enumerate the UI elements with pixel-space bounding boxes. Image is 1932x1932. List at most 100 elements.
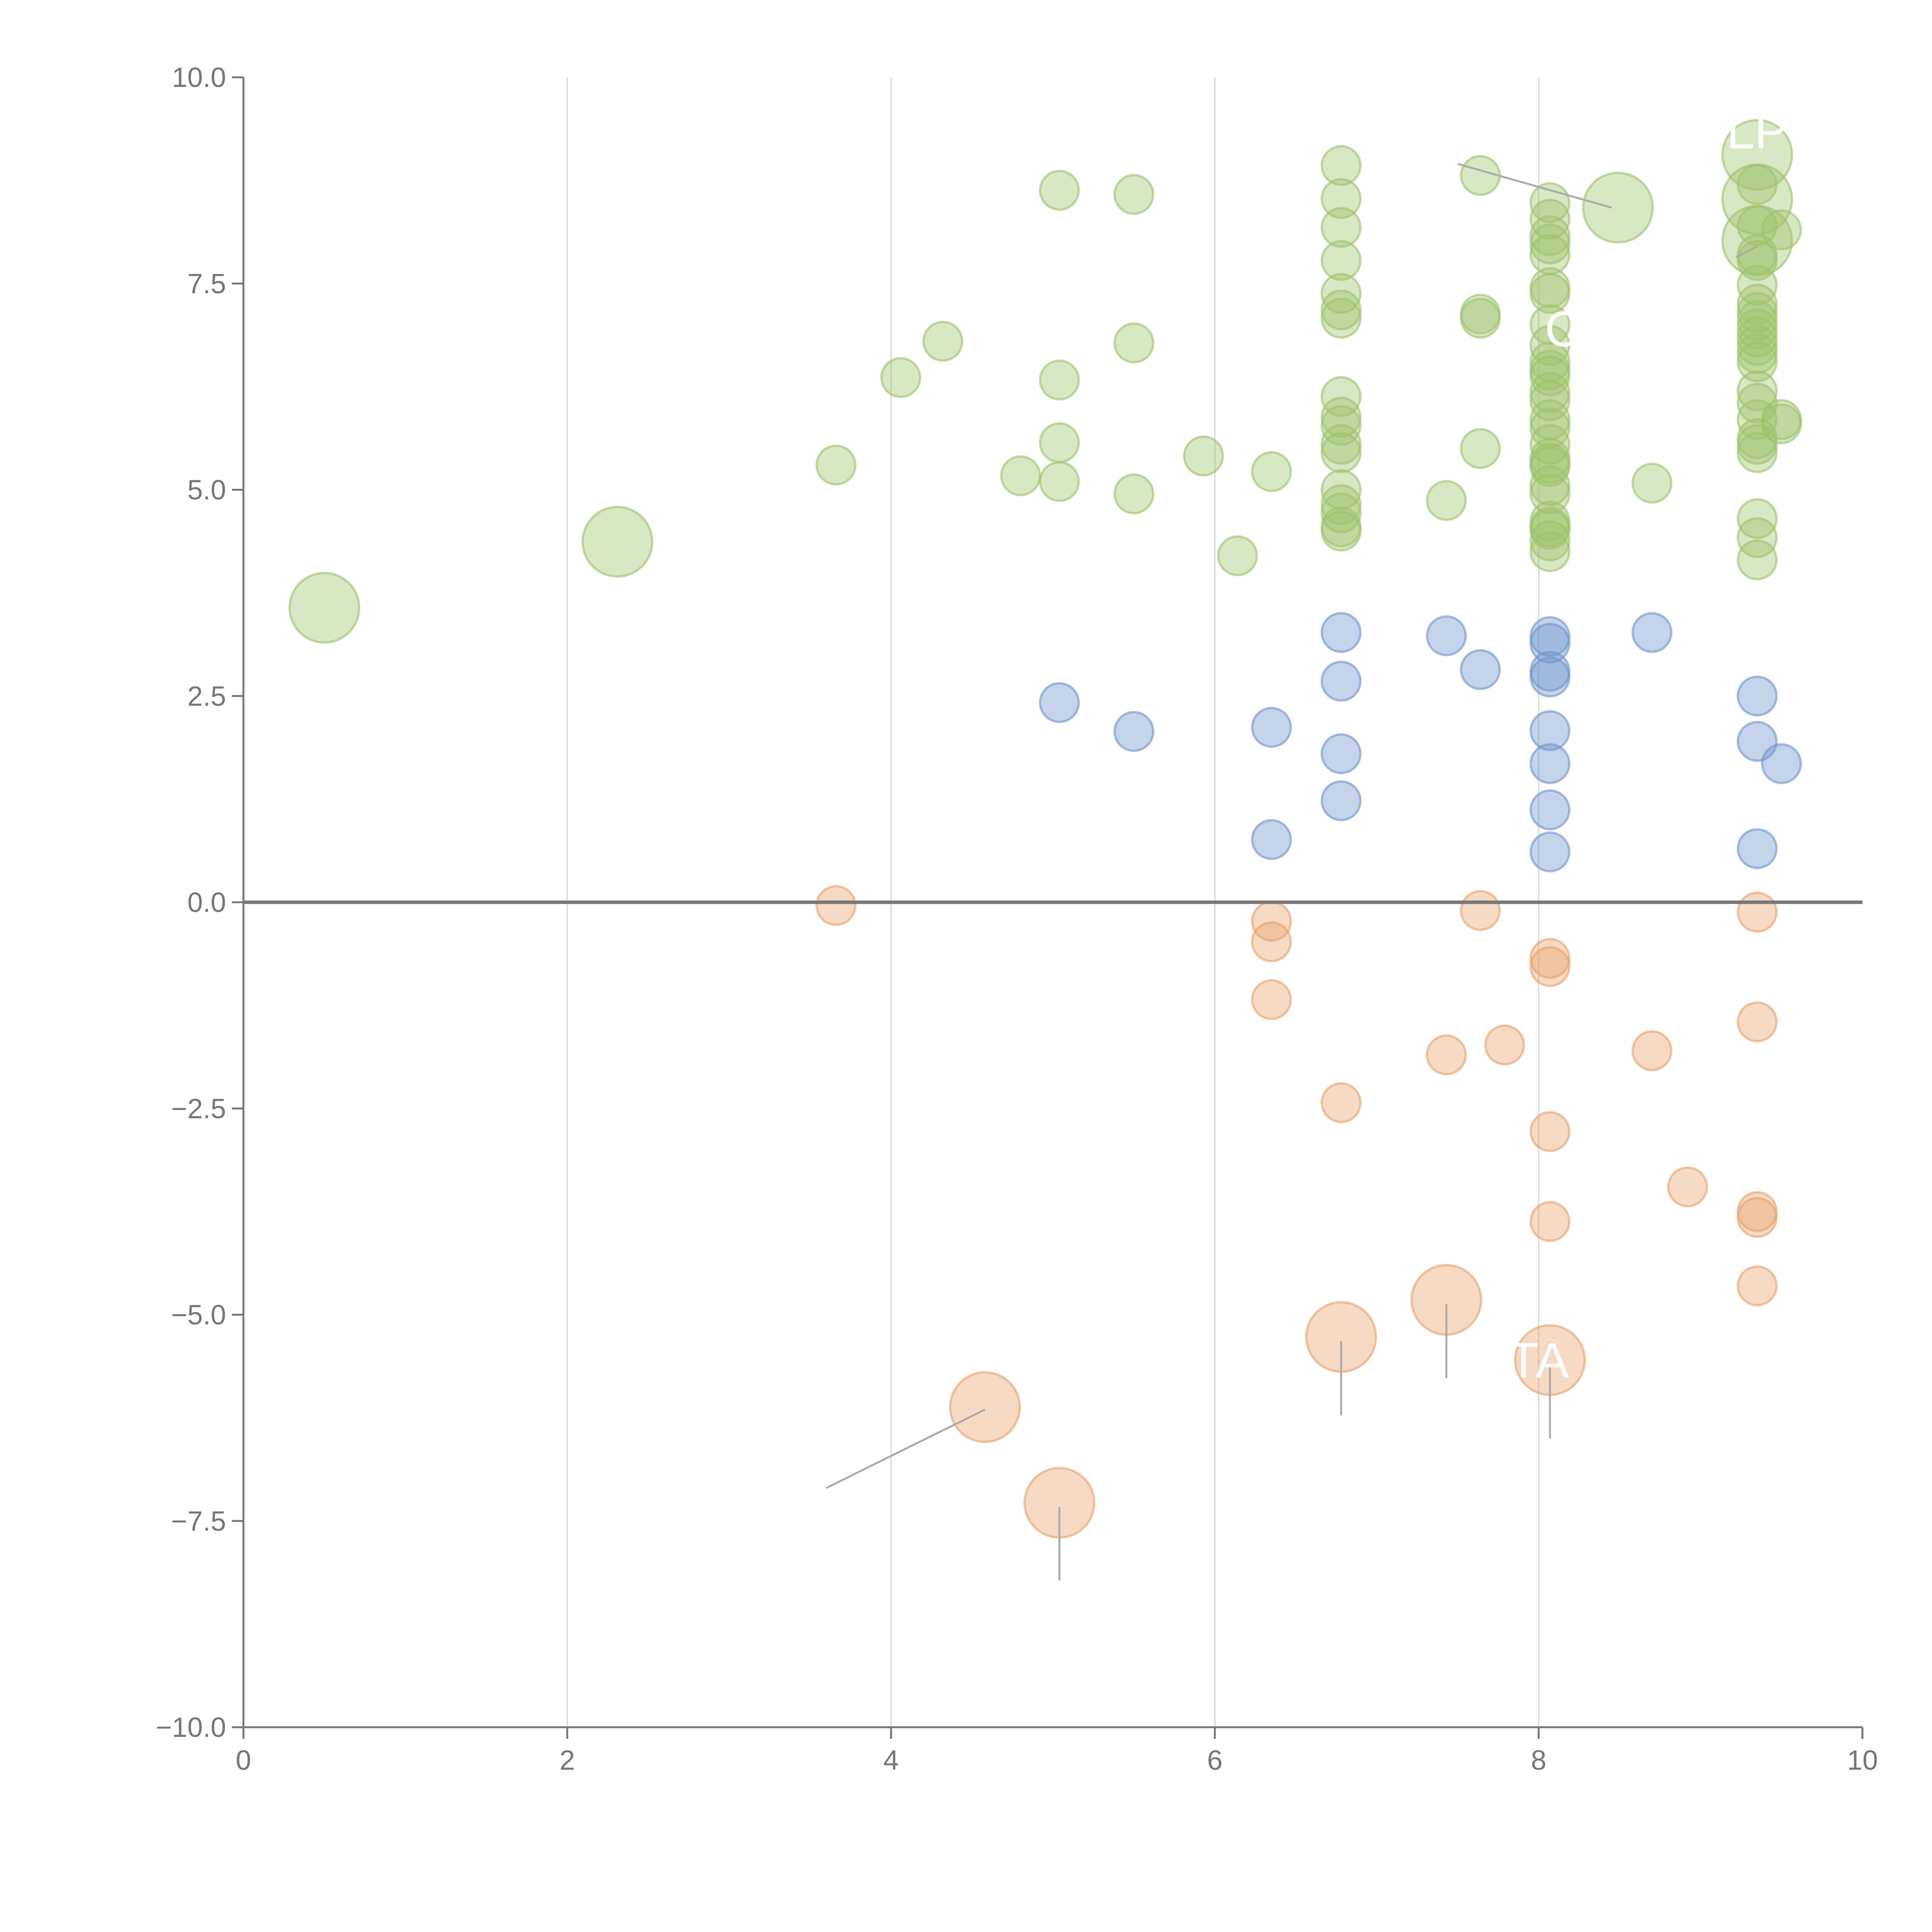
orange-series [815, 885, 1778, 1539]
green-bubble [1736, 432, 1778, 473]
y-tick-label: −10.0 [156, 1712, 226, 1743]
green-bubble [288, 571, 361, 644]
blue-bubble [1529, 622, 1571, 664]
green-bubble [1320, 469, 1362, 510]
orange-bubble [1484, 1024, 1526, 1066]
blue-bubble [1251, 707, 1292, 748]
green-bubble [1529, 531, 1571, 572]
y-axis-ticks: 10.0 7.5 5.0 2.5 0.0 −2.5 −5.0 −7.5 −10.0 [156, 62, 243, 1743]
x-tick-label: 10 [1847, 1745, 1878, 1776]
green-bubble [1113, 174, 1155, 215]
green-bubble [922, 321, 964, 362]
green-bubble [1426, 480, 1467, 521]
blue-bubble [1251, 819, 1292, 860]
point-labels: LP C TA [1509, 103, 1788, 1388]
green-bubble [1217, 535, 1258, 577]
green-bubble [1320, 207, 1362, 248]
green-bubble [1320, 510, 1362, 552]
x-tick-label: 2 [560, 1745, 575, 1776]
leader-line [826, 1408, 986, 1489]
green-bubble [1320, 376, 1362, 417]
green-bubble [1582, 172, 1654, 244]
blue-bubble [1529, 656, 1571, 698]
green-bubble [1039, 170, 1080, 211]
blue-bubble [1736, 675, 1778, 717]
green-bubble [1736, 539, 1778, 580]
orange-bubble [1529, 946, 1571, 987]
bubbles-layer [288, 119, 1802, 1539]
green-bubble [1631, 463, 1673, 504]
blue-bubble [1529, 789, 1571, 830]
green-bubble [1320, 145, 1362, 186]
blue-bubble [1113, 711, 1155, 752]
green-bubble [1529, 509, 1571, 550]
blue-bubble [1529, 831, 1571, 872]
green-bubble [1183, 435, 1224, 476]
green-bubble [815, 444, 857, 486]
blue-bubble [1529, 710, 1571, 751]
green-bubble [1113, 322, 1155, 364]
orange-bubble [1736, 1197, 1778, 1238]
green-bubble [1736, 164, 1778, 205]
orange-bubble [1251, 921, 1292, 963]
y-tick-label: 2.5 [187, 681, 226, 712]
green-bubble [1039, 422, 1080, 463]
x-tick-label: 4 [883, 1745, 899, 1776]
green-bubble [1320, 432, 1362, 473]
green-bubble [1721, 119, 1793, 191]
green-bubble [1529, 273, 1571, 314]
green-bubble [1320, 298, 1362, 339]
x-tick-label: 0 [236, 1745, 251, 1776]
y-tick-label: 5.0 [187, 475, 226, 506]
y-tick-label: 0.0 [187, 887, 226, 918]
x-tick-label: 8 [1531, 1745, 1546, 1776]
y-tick-label: 7.5 [187, 269, 226, 299]
orange-bubble [1736, 1001, 1778, 1043]
y-tick-label: −5.0 [171, 1300, 226, 1331]
orange-bubble [1529, 1201, 1571, 1242]
green-bubble [1529, 355, 1571, 396]
blue-series [1039, 612, 1802, 872]
blue-bubble [1039, 682, 1080, 723]
green-bubble [1320, 178, 1362, 219]
green-bubble [1460, 298, 1501, 339]
blue-bubble [1761, 743, 1802, 784]
blue-bubble [1529, 743, 1571, 784]
orange-bubble [1667, 1166, 1708, 1208]
green-series [288, 119, 1802, 644]
y-tick-label: −2.5 [171, 1094, 226, 1124]
blue-bubble [1426, 615, 1467, 656]
point-label: C [1545, 301, 1581, 357]
blue-bubble [1460, 649, 1501, 690]
green-bubble [1039, 359, 1080, 401]
blue-bubble [1320, 780, 1362, 821]
orange-bubble [1529, 1111, 1571, 1152]
blue-bubble [1320, 660, 1362, 702]
x-axis-ticks: 0 2 4 6 8 10 [236, 1727, 1878, 1776]
y-tick-label: −7.5 [171, 1506, 226, 1537]
orange-bubble [815, 885, 857, 926]
green-bubble [1113, 473, 1155, 515]
blue-bubble [1631, 612, 1673, 653]
green-bubble [1320, 492, 1362, 534]
blue-bubble [1320, 612, 1362, 653]
green-bubble [1039, 461, 1080, 502]
x-tick-label: 6 [1207, 1745, 1223, 1776]
green-bubble [1529, 304, 1571, 345]
green-bubble [1320, 240, 1362, 281]
orange-bubble [1251, 979, 1292, 1020]
green-bubble [1320, 273, 1362, 314]
green-bubble [1736, 341, 1778, 383]
green-bubble [581, 506, 653, 578]
green-bubble [880, 357, 922, 398]
green-bubble [1529, 223, 1571, 265]
orange-bubble [1320, 1082, 1362, 1123]
green-bubble [1460, 428, 1501, 469]
orange-bubble [1631, 1030, 1673, 1071]
orange-bubble [1426, 1034, 1467, 1075]
blue-bubble [1320, 733, 1362, 774]
green-bubble [1000, 455, 1041, 497]
green-bubble [1529, 199, 1571, 240]
green-bubble [1761, 209, 1802, 250]
